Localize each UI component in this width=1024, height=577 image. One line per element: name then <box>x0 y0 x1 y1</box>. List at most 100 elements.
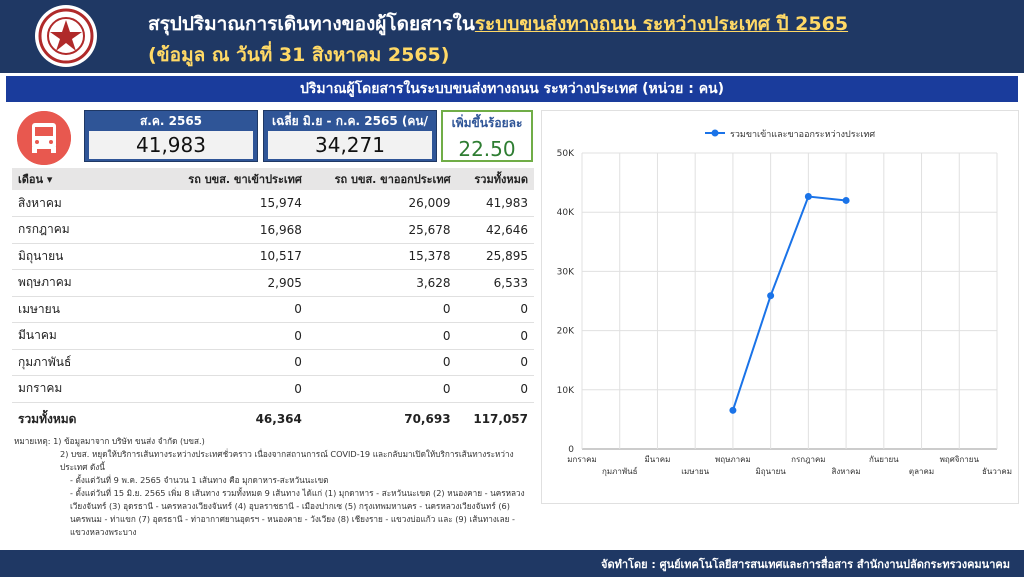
x-tick-label: สิงหาคม <box>831 467 860 476</box>
x-tick-label: พฤษภาคม <box>715 455 751 464</box>
table-total-row: รวมทั้งหมด 46,364 70,693 117,057 <box>12 402 534 436</box>
cell-outbound: 25,678 <box>307 216 457 244</box>
cell-total: 0 <box>456 375 534 403</box>
section-title: ปริมาณผู้โดยสารในระบบขนส่งทางถนน ระหว่าง… <box>6 76 1018 102</box>
x-tick-label: ตุลาคม <box>909 467 934 476</box>
cell-total: 0 <box>456 322 534 350</box>
x-tick-label: กรกฎาคม <box>791 455 825 464</box>
y-tick-label: 50K <box>557 149 575 159</box>
column-header-total[interactable]: รวมทั้งหมด <box>456 168 534 190</box>
table-row: มกราคม 0 0 0 <box>12 375 534 403</box>
footer-credit: จัดทำโดย : ศูนย์เทคโนโลยีสารสนเทศและการส… <box>601 558 1010 571</box>
cell-total: 0 <box>456 349 534 376</box>
x-tick-label: มีนาคม <box>645 455 671 464</box>
table-row: เมษายน 0 0 0 <box>12 296 534 323</box>
footer: จัดทำโดย : ศูนย์เทคโนโลยีสารสนเทศและการส… <box>0 550 1024 577</box>
cell-inbound: 0 <box>162 375 308 403</box>
passenger-table: เดือน ▾ รถ บขส. ขาเข้าประเทศ รถ บขส. ขาอ… <box>12 168 534 436</box>
table-row: กรกฎาคม 16,968 25,678 42,646 <box>12 216 534 244</box>
table-row: พฤษภาคม 2,905 3,628 6,533 <box>12 269 534 297</box>
cell-inbound: 10,517 <box>162 243 308 270</box>
header: สรุปปริมาณการเดินทางของผู้โดยสารในระบบขน… <box>0 0 1024 73</box>
cell-outbound: 0 <box>307 322 457 350</box>
x-tick-label: กันยายน <box>869 455 899 464</box>
x-tick-label: เมษายน <box>681 467 709 476</box>
cell-inbound: 15,974 <box>162 190 308 217</box>
line-chart-svg: รวมขาเข้าและขาออกระหว่างประเทศ 0 10K 20K 30K… <box>557 129 1012 476</box>
x-tick-label: ธันวาคม <box>982 467 1012 476</box>
page-subtitle: (ข้อมูล ณ วันที่ 31 สิงหาคม 2565) <box>148 44 450 66</box>
y-tick-label: 20K <box>557 327 575 337</box>
table-row: กุมภาพันธ์ 0 0 0 <box>12 349 534 376</box>
x-tick-label: มกราคม <box>567 455 597 464</box>
y-tick-label: 10K <box>557 386 575 396</box>
cell-outbound: 0 <box>307 375 457 403</box>
y-tick-label: 0 <box>568 445 574 455</box>
column-header-outbound[interactable]: รถ บขส. ขาออกประเทศ <box>307 168 457 190</box>
data-point <box>729 406 737 414</box>
total-inbound: 46,364 <box>255 412 302 427</box>
column-header-month[interactable]: เดือน ▾ <box>12 168 162 190</box>
page-title: สรุปปริมาณการเดินทางของผู้โดยสารในระบบขน… <box>148 9 848 39</box>
kpi-average-value: 34,271 <box>268 131 432 159</box>
cell-month: พฤษภาคม <box>12 269 162 297</box>
cell-inbound: 0 <box>162 349 308 376</box>
cell-total: 6,533 <box>456 269 534 297</box>
table-header-row: เดือน ▾ รถ บขส. ขาเข้าประเทศ รถ บขส. ขาอ… <box>12 168 534 190</box>
x-tick-label: กุมภาพันธ์ <box>602 466 638 476</box>
cell-month: กุมภาพันธ์ <box>12 349 162 376</box>
line-chart: รวมขาเข้าและขาออกระหว่างประเทศ 0 10K 20K 30K… <box>541 110 1019 504</box>
kpi-month: ส.ค. 2565 41,983 <box>84 110 258 162</box>
kpi-month-label: ส.ค. 2565 <box>139 114 203 128</box>
data-point <box>804 193 812 201</box>
cell-total: 42,646 <box>456 216 534 244</box>
note-3: - ตั้งแต่วันที่ 9 พ.ค. 2565 จำนวน 1 เส้น… <box>70 475 329 485</box>
cell-month: เมษายน <box>12 296 162 323</box>
y-tick-label: 40K <box>557 208 575 218</box>
table-row: สิงหาคม 15,974 26,009 41,983 <box>12 190 534 217</box>
legend-marker <box>711 129 719 137</box>
cell-total: 0 <box>456 296 534 323</box>
note-1: หมายเหตุ: 1) ข้อมูลมาจาก บริษัท ขนส่ง จำ… <box>14 436 205 446</box>
cell-inbound: 16,968 <box>162 216 308 244</box>
kpi-average-label: เฉลี่ย มิ.ย - ก.ค. 2565 (คน/เดือน) <box>272 114 428 148</box>
kpi-growth-value: 22.50 <box>458 137 516 161</box>
table-row: มิถุนายน 10,517 15,378 25,895 <box>12 243 534 270</box>
table-row: มีนาคม 0 0 0 <box>12 322 534 350</box>
data-point <box>842 196 850 204</box>
cell-month: มกราคม <box>12 375 162 403</box>
total-label: รวมทั้งหมด <box>18 411 77 426</box>
column-header-inbound[interactable]: รถ บขส. ขาเข้าประเทศ <box>162 168 308 190</box>
note-2: 2) บขส. หยุดให้บริการเส้นทางระหว่างประเท… <box>60 449 514 472</box>
cell-outbound: 15,378 <box>307 243 457 270</box>
cell-month: มิถุนายน <box>12 243 162 270</box>
kpi-growth: เพิ่มขึ้นร้อยละ 22.50 <box>441 110 533 162</box>
legend-label: รวมขาเข้าและขาออกระหว่างประเทศ <box>730 129 875 140</box>
cell-inbound: 0 <box>162 296 308 323</box>
cell-inbound: 0 <box>162 322 308 350</box>
cell-total: 25,895 <box>456 243 534 270</box>
total-all: 117,057 <box>473 412 528 427</box>
cell-total: 41,983 <box>456 190 534 217</box>
x-tick-label: มิถุนายน <box>756 467 787 476</box>
cell-month: สิงหาคม <box>12 190 162 217</box>
kpi-average: เฉลี่ย มิ.ย - ก.ค. 2565 (คน/เดือน) 34,27… <box>263 110 437 162</box>
cell-outbound: 0 <box>307 349 457 376</box>
cell-outbound: 0 <box>307 296 457 323</box>
series-line <box>731 195 847 411</box>
bus-icon <box>17 111 71 165</box>
ministry-emblem-icon <box>35 5 97 67</box>
kpi-growth-label: เพิ่มขึ้นร้อยละ <box>451 116 523 130</box>
cell-month: มีนาคม <box>12 322 162 350</box>
cell-inbound: 2,905 <box>162 269 308 297</box>
note-4: - ตั้งแต่วันที่ 15 มิ.ย. 2565 เพิ่ม 8 เส… <box>70 488 525 537</box>
notes: หมายเหตุ: 1) ข้อมูลมาจาก บริษัท ขนส่ง จำ… <box>14 435 536 539</box>
total-outbound: 70,693 <box>404 412 451 427</box>
x-tick-label: พฤศจิกายน <box>940 455 980 464</box>
y-tick-label: 30K <box>557 267 575 277</box>
cell-outbound: 3,628 <box>307 269 457 297</box>
kpi-month-value: 41,983 <box>89 131 253 159</box>
data-point <box>767 292 775 300</box>
cell-month: กรกฎาคม <box>12 216 162 244</box>
page-title-prefix: สรุปปริมาณการเดินทางของผู้โดยสารใน <box>148 13 475 35</box>
